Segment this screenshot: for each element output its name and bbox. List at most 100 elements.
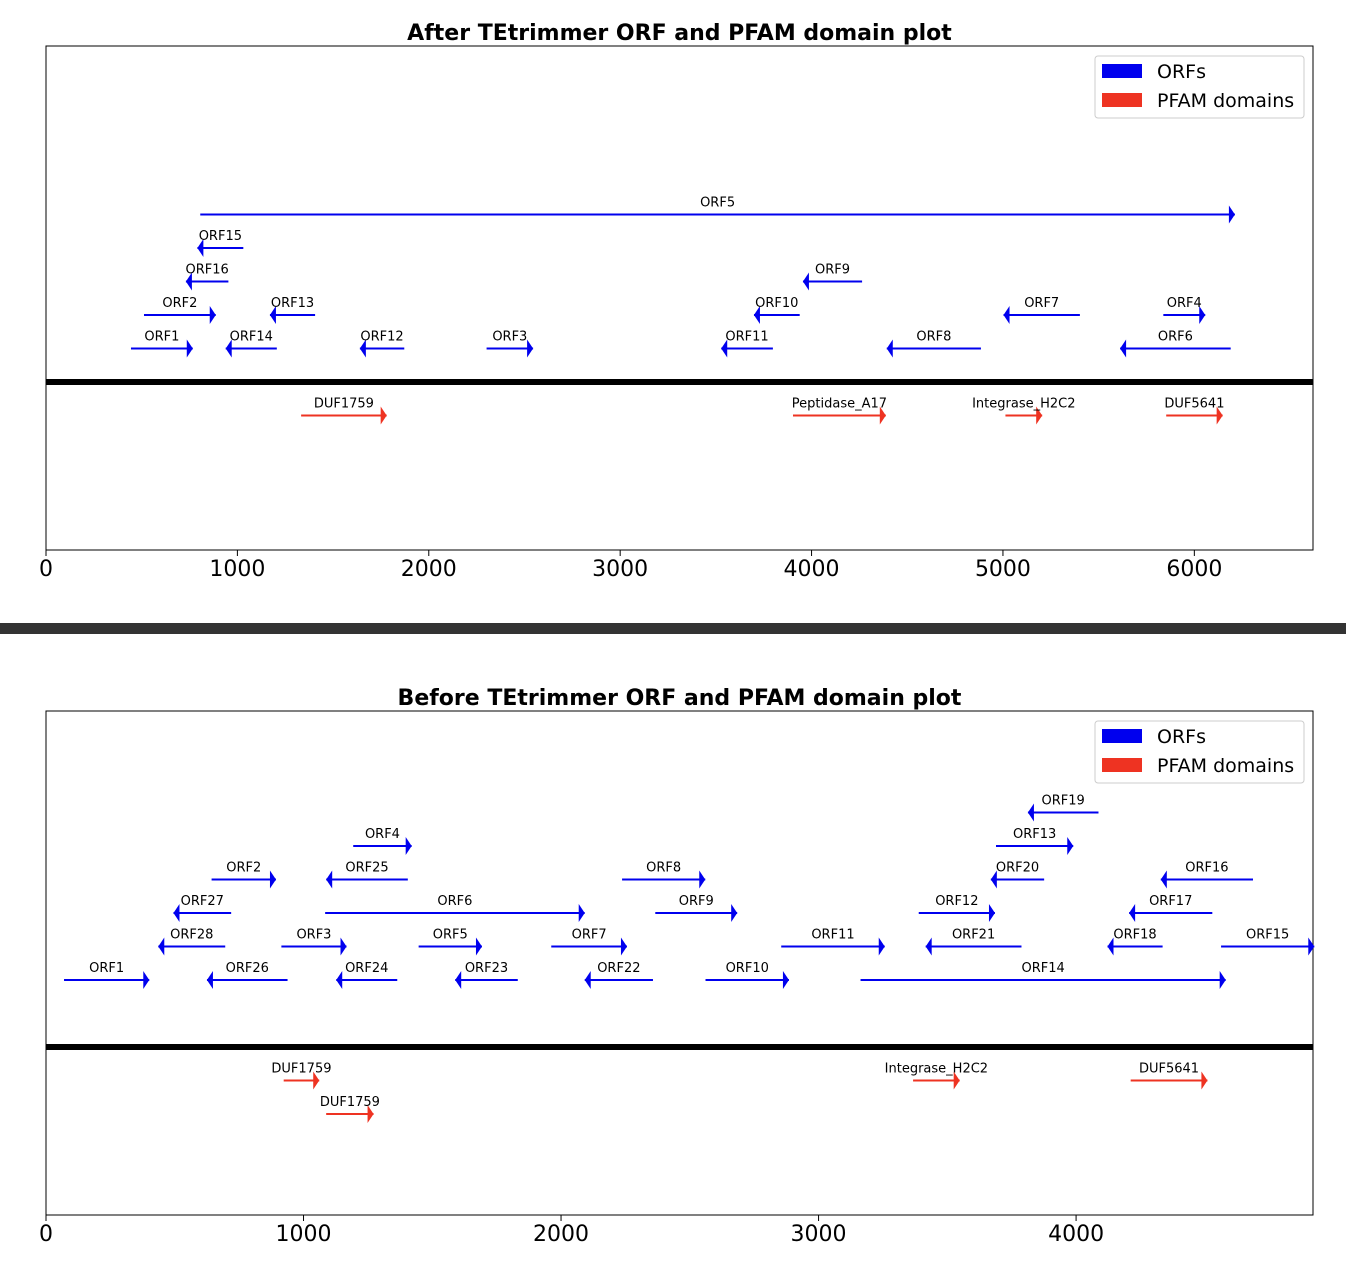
orf-arrowhead bbox=[197, 239, 204, 257]
orf-label: ORF9 bbox=[679, 894, 714, 909]
legend-label: PFAM domains bbox=[1157, 755, 1294, 777]
x-tick-label: 3000 bbox=[592, 557, 648, 582]
orf-arrowhead bbox=[336, 971, 343, 989]
orf-feature: ORF17 bbox=[1129, 894, 1213, 922]
orf-label: ORF6 bbox=[437, 894, 472, 909]
pfam-label: DUF1759 bbox=[314, 397, 374, 412]
orf-label: ORF5 bbox=[433, 928, 468, 943]
orf-feature: ORF4 bbox=[353, 827, 412, 855]
orf-arrowhead bbox=[1160, 870, 1167, 889]
pfam-arrowhead bbox=[953, 1071, 960, 1090]
orf-label: ORF20 bbox=[996, 861, 1039, 876]
orf-label: ORF5 bbox=[700, 196, 735, 211]
orf-label: ORF25 bbox=[345, 861, 388, 876]
orf-label: ORF17 bbox=[1149, 894, 1192, 909]
after-plot-panel: After TEtrimmer ORF and PFAM domain plot… bbox=[39, 21, 1314, 582]
orf-label: ORF14 bbox=[1021, 961, 1064, 976]
orf-label: ORF11 bbox=[811, 928, 854, 943]
x-tick-label: 2000 bbox=[401, 557, 457, 582]
orf-arrowhead bbox=[878, 937, 885, 956]
orf-feature: ORF11 bbox=[781, 928, 885, 956]
pfam-feature: DUF1759 bbox=[301, 397, 387, 425]
x-tick-label: 6000 bbox=[1166, 557, 1222, 582]
orf-feature: ORF23 bbox=[455, 961, 518, 989]
orf-feature: ORF14 bbox=[225, 330, 277, 358]
orf-feature: ORF6 bbox=[325, 894, 585, 922]
orf-arrowhead bbox=[731, 904, 738, 922]
pfam-arrowhead bbox=[313, 1071, 320, 1090]
pfam-label: DUF5641 bbox=[1139, 1062, 1199, 1077]
chart-title: After TEtrimmer ORF and PFAM domain plot bbox=[407, 21, 952, 46]
orf-label: ORF9 bbox=[815, 263, 850, 278]
pfam-arrowhead bbox=[1036, 406, 1043, 425]
legend: ORFs PFAM domains bbox=[1094, 720, 1305, 784]
orf-label: ORF13 bbox=[271, 296, 314, 311]
orf-feature: ORF24 bbox=[336, 961, 398, 989]
orf-arrowhead bbox=[886, 339, 893, 358]
orf-arrowhead bbox=[620, 937, 627, 956]
legend-box bbox=[1094, 720, 1305, 784]
orf-feature: ORF7 bbox=[551, 928, 627, 956]
orf-label: ORF7 bbox=[1024, 296, 1059, 311]
orf-label: ORF4 bbox=[365, 827, 400, 842]
pfam-label: DUF5641 bbox=[1164, 397, 1224, 412]
orf-label: ORF10 bbox=[755, 296, 798, 311]
orf-feature: ORF27 bbox=[173, 894, 232, 922]
legend-swatch bbox=[1102, 758, 1142, 772]
orf-label: ORF18 bbox=[1113, 928, 1156, 943]
chart-title: Before TEtrimmer ORF and PFAM domain plo… bbox=[398, 686, 962, 711]
orf-feature: ORF3 bbox=[281, 928, 347, 956]
orf-label: ORF16 bbox=[186, 263, 229, 278]
pfam-label: Integrase_H2C2 bbox=[972, 397, 1075, 412]
orf-feature: ORF22 bbox=[584, 961, 653, 989]
orf-arrowhead bbox=[988, 904, 995, 922]
orf-arrowhead bbox=[1107, 937, 1114, 956]
orf-arrowhead bbox=[1219, 971, 1226, 989]
before-plot-panel: Before TEtrimmer ORF and PFAM domain plo… bbox=[39, 686, 1315, 1247]
orf-feature: ORF7 bbox=[1003, 296, 1080, 324]
orf-feature: ORF26 bbox=[206, 961, 288, 989]
pfam-label: DUF1759 bbox=[271, 1062, 331, 1077]
orf-label: ORF11 bbox=[725, 330, 768, 345]
pfam-feature: DUF5641 bbox=[1130, 1062, 1208, 1090]
orf-arrowhead bbox=[455, 971, 462, 989]
orf-feature: ORF5 bbox=[200, 196, 1235, 224]
pfam-feature: Peptidase_A17 bbox=[792, 397, 887, 425]
orf-feature: ORF8 bbox=[886, 330, 981, 358]
orf-feature: ORF2 bbox=[143, 296, 216, 324]
orf-label: ORF13 bbox=[1013, 827, 1056, 842]
pfam-feature: DUF5641 bbox=[1164, 397, 1224, 425]
orf-feature: ORF2 bbox=[211, 861, 276, 889]
orf-label: ORF7 bbox=[572, 928, 607, 943]
x-tick-label: 1000 bbox=[276, 1222, 332, 1247]
orf-feature: ORF1 bbox=[64, 961, 150, 989]
orf-feature: ORF8 bbox=[622, 861, 706, 889]
legend-swatch bbox=[1102, 729, 1142, 743]
orf-label: ORF24 bbox=[345, 961, 388, 976]
orf-label: ORF12 bbox=[360, 330, 403, 345]
orf-arrowhead bbox=[225, 339, 232, 358]
orf-label: ORF26 bbox=[226, 961, 269, 976]
orf-feature: ORF28 bbox=[158, 928, 226, 956]
x-tick-label: 0 bbox=[39, 1222, 53, 1247]
pfam-feature: DUF1759 bbox=[320, 1095, 380, 1123]
orf-feature: ORF10 bbox=[705, 961, 789, 989]
panel-divider bbox=[0, 623, 1346, 634]
orf-label: ORF1 bbox=[144, 330, 179, 345]
orf-arrowhead bbox=[527, 339, 534, 358]
orf-feature: ORF15 bbox=[1221, 928, 1315, 956]
orf-arrowhead bbox=[1027, 803, 1034, 822]
orf-feature: ORF15 bbox=[197, 229, 244, 257]
orf-arrowhead bbox=[340, 937, 347, 956]
pfam-feature: Integrase_H2C2 bbox=[972, 397, 1076, 425]
orf-label: ORF4 bbox=[1167, 296, 1202, 311]
pfam-arrowhead bbox=[367, 1105, 374, 1123]
orf-arrowhead bbox=[475, 937, 482, 956]
x-tick-label: 4000 bbox=[1048, 1222, 1104, 1247]
orf-label: ORF1 bbox=[89, 961, 124, 976]
legend: ORFs PFAM domains bbox=[1094, 55, 1305, 119]
orf-feature: ORF6 bbox=[1120, 330, 1231, 358]
plot-area-frame bbox=[45, 710, 1314, 1216]
orf-feature: ORF25 bbox=[326, 861, 408, 889]
orf-feature: ORF12 bbox=[918, 894, 995, 922]
